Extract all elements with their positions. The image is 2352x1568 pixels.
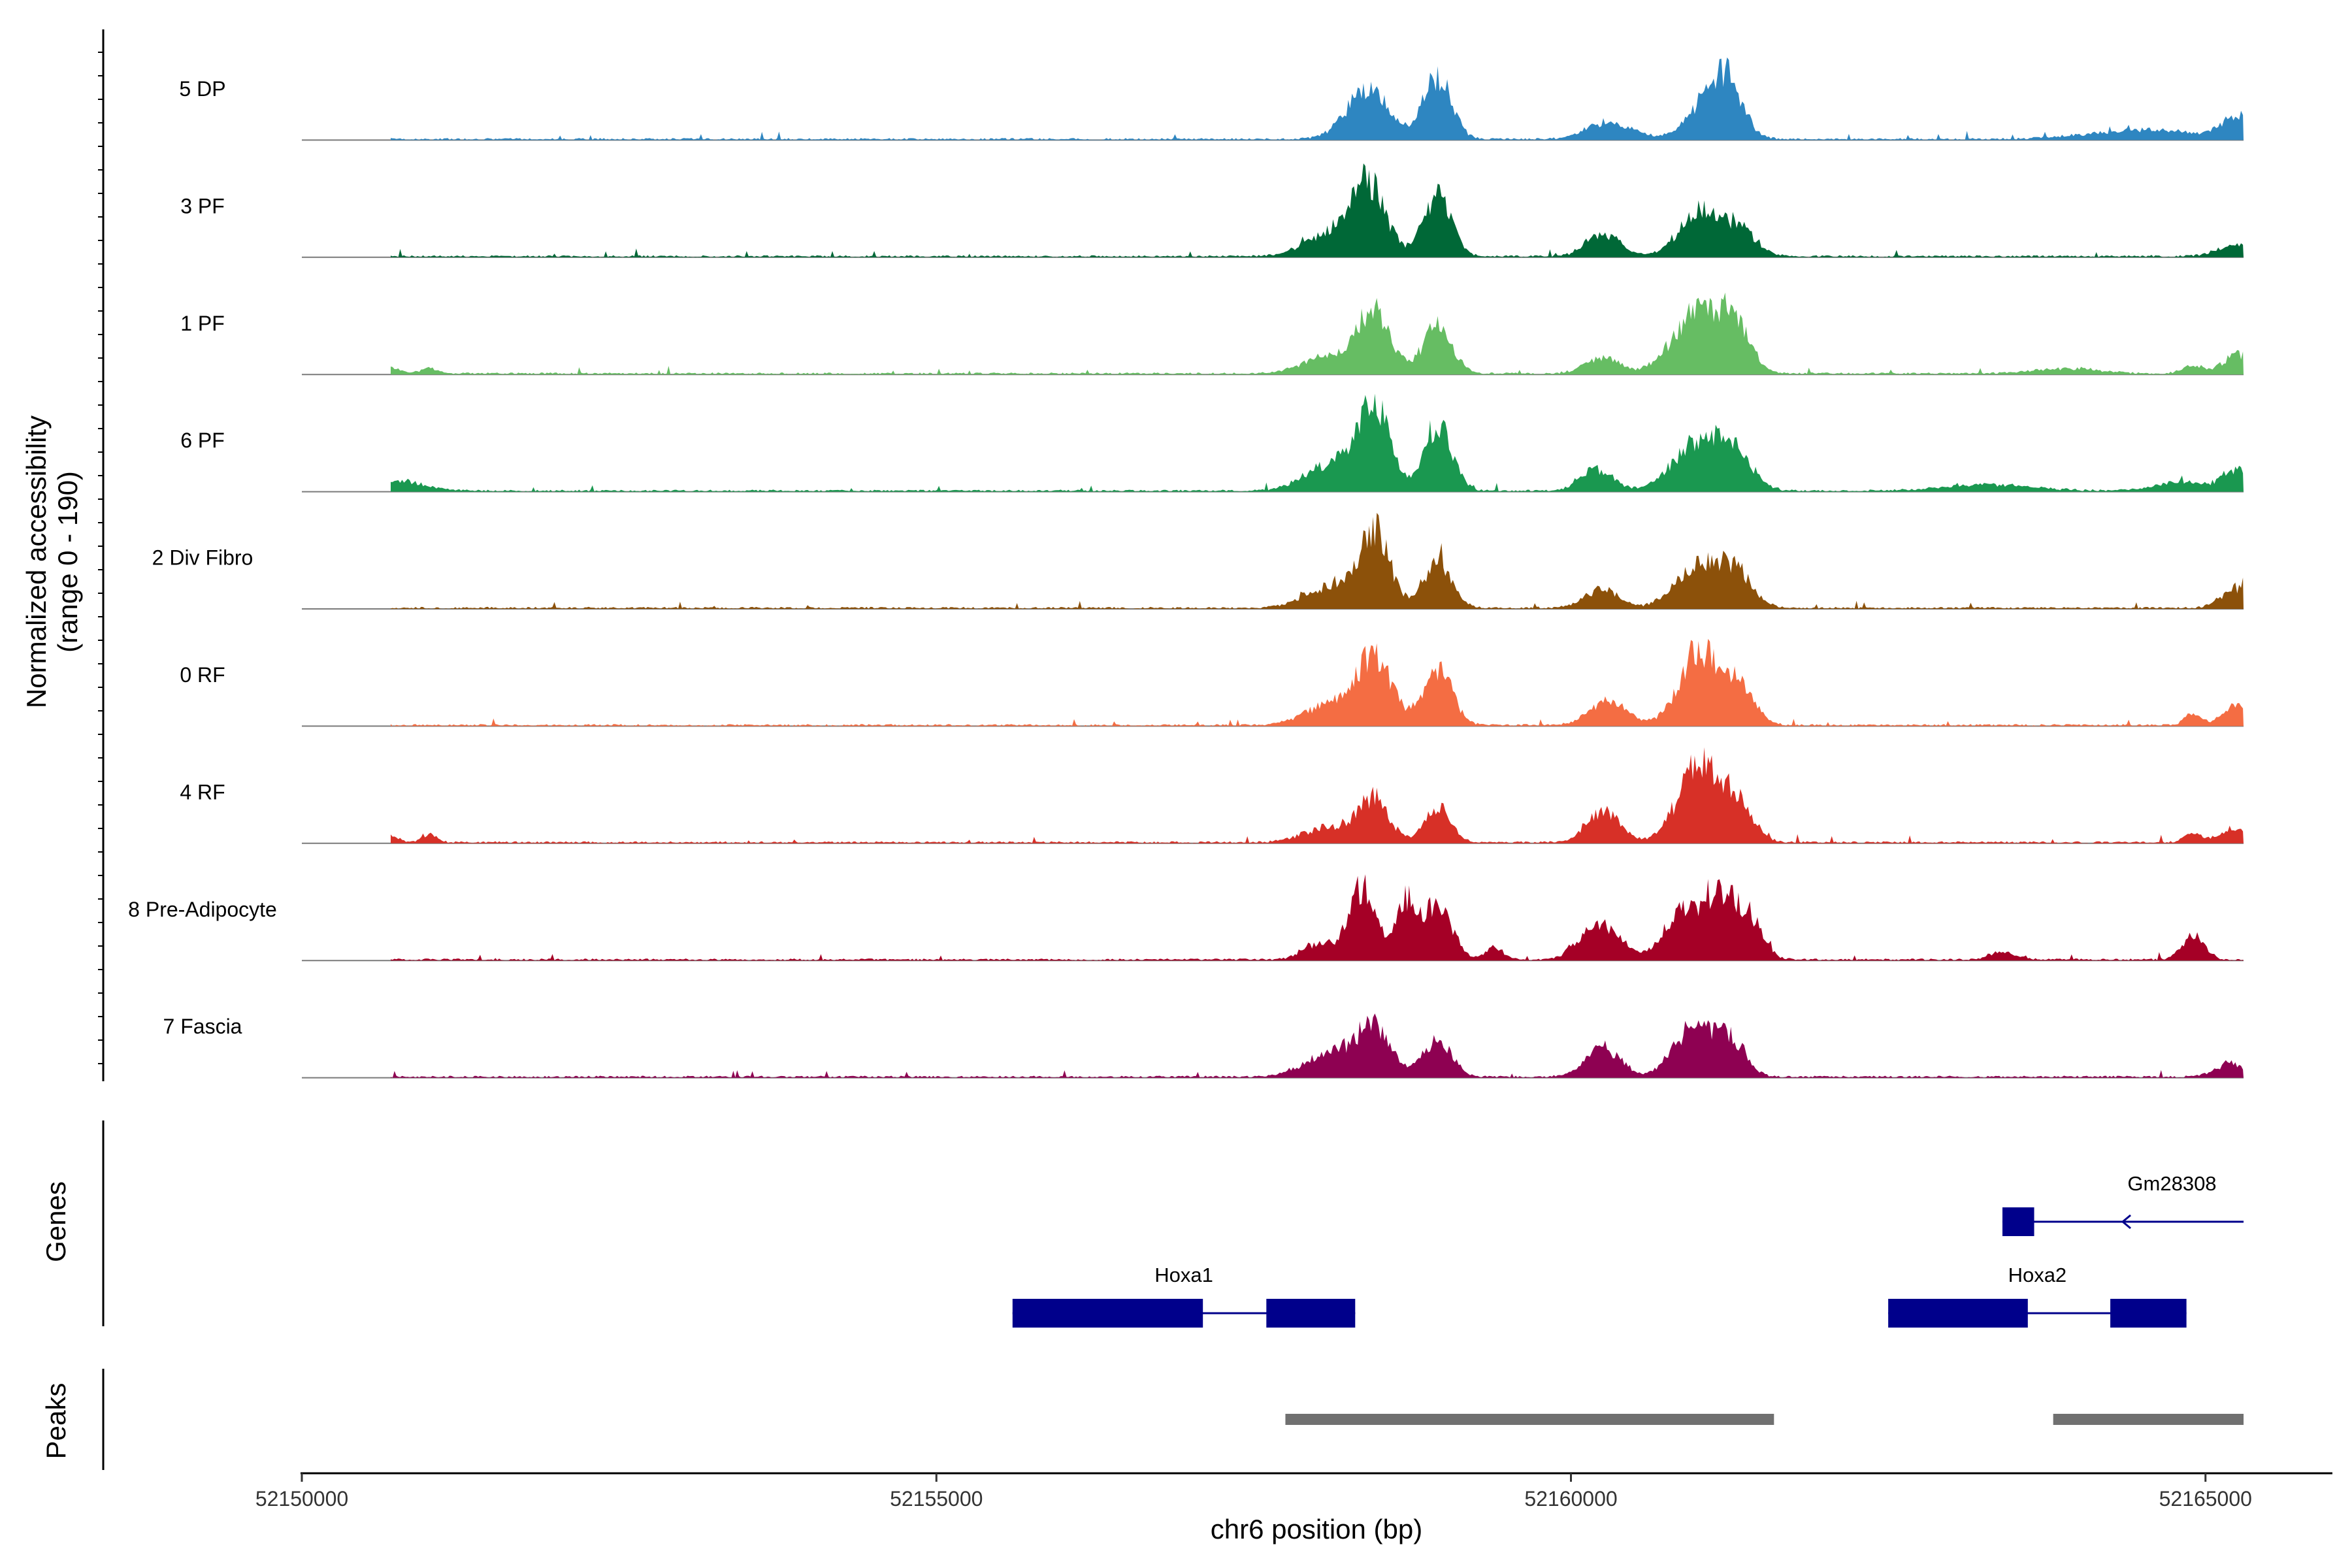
track-3: 6 PF xyxy=(180,393,2244,493)
track-signal xyxy=(391,57,2244,140)
track-signal xyxy=(391,638,2244,727)
track-5: 0 RF xyxy=(180,638,2244,727)
y-axis-title-line2: (range 0 - 190) xyxy=(52,471,83,653)
track-label: 2 Div Fibro xyxy=(152,546,253,570)
track-signal xyxy=(391,1013,2244,1078)
gene-exon xyxy=(1266,1299,1356,1328)
peaks-panel xyxy=(1285,1414,2244,1425)
gene-exon xyxy=(1888,1299,2028,1328)
gene-gm28308: Gm28308 xyxy=(2002,1172,2244,1236)
track-signal xyxy=(391,513,2244,609)
gene-exon xyxy=(1012,1299,1203,1328)
track-signal xyxy=(391,393,2244,492)
track-label: 6 PF xyxy=(180,429,225,452)
track-7: 8 Pre-Adipocyte xyxy=(128,874,2244,962)
track-0: 5 DP xyxy=(179,57,2244,141)
coverage-tracks: 5 DP 3 PF 1 PF 6 PF 2 Div Fibro 0 RF 4 RF 8 Pre… xyxy=(128,57,2244,1079)
track-signal xyxy=(391,292,2244,375)
track-label: 8 Pre-Adipocyte xyxy=(128,898,277,921)
genes-panel: Hoxa1 Hoxa2 Gm28308 xyxy=(1012,1172,2244,1328)
y-axis-title-line1: Normalized accessibility xyxy=(21,416,52,708)
track-label: 1 PF xyxy=(180,312,225,335)
track-1: 3 PF xyxy=(180,163,2244,258)
track-label: 5 DP xyxy=(179,77,225,101)
track-4: 2 Div Fibro xyxy=(152,513,2244,610)
track-label: 7 Fascia xyxy=(163,1015,242,1038)
gene-label: Hoxa2 xyxy=(2008,1264,2067,1286)
genes-panel-label-text: Genes xyxy=(41,1181,71,1262)
peak-region xyxy=(1285,1414,1774,1425)
coverage-y-axis-ticks xyxy=(98,52,103,1064)
track-label: 4 RF xyxy=(180,780,225,804)
track-8: 7 Fascia xyxy=(163,1013,2244,1079)
track-label: 0 RF xyxy=(180,663,225,687)
x-tick-label: 52150000 xyxy=(255,1487,348,1511)
x-tick-label: 52165000 xyxy=(2159,1487,2252,1511)
track-label: 3 PF xyxy=(180,194,225,218)
track-2: 1 PF xyxy=(180,292,2244,376)
peaks-panel-label-text: Peaks xyxy=(41,1383,71,1460)
track-signal xyxy=(391,747,2244,843)
gene-label: Hoxa1 xyxy=(1154,1264,1213,1286)
y-axis-title: Normalized accessibility (range 0 - 190) xyxy=(21,416,83,708)
x-axis-ticks: 52150000 52155000 52160000 52165000 xyxy=(255,1473,2252,1511)
gene-hoxa2: Hoxa2 xyxy=(1888,1264,2187,1328)
peak-region xyxy=(2053,1414,2244,1425)
gene-exon xyxy=(2110,1299,2187,1328)
x-tick-label: 52160000 xyxy=(1524,1487,1617,1511)
peaks-panel-label: Peaks xyxy=(41,1383,71,1460)
strand-arrow-icon xyxy=(2121,1214,2131,1230)
genes-panel-label: Genes xyxy=(41,1181,71,1262)
gene-exon xyxy=(2002,1207,2034,1236)
gene-hoxa1: Hoxa1 xyxy=(1012,1264,1356,1328)
x-axis-title: chr6 position (bp) xyxy=(1211,1514,1423,1544)
gene-label: Gm28308 xyxy=(2127,1172,2216,1195)
track-signal xyxy=(391,874,2244,961)
x-tick-label: 52155000 xyxy=(890,1487,983,1511)
track-signal xyxy=(391,163,2244,257)
track-6: 4 RF xyxy=(180,747,2244,844)
